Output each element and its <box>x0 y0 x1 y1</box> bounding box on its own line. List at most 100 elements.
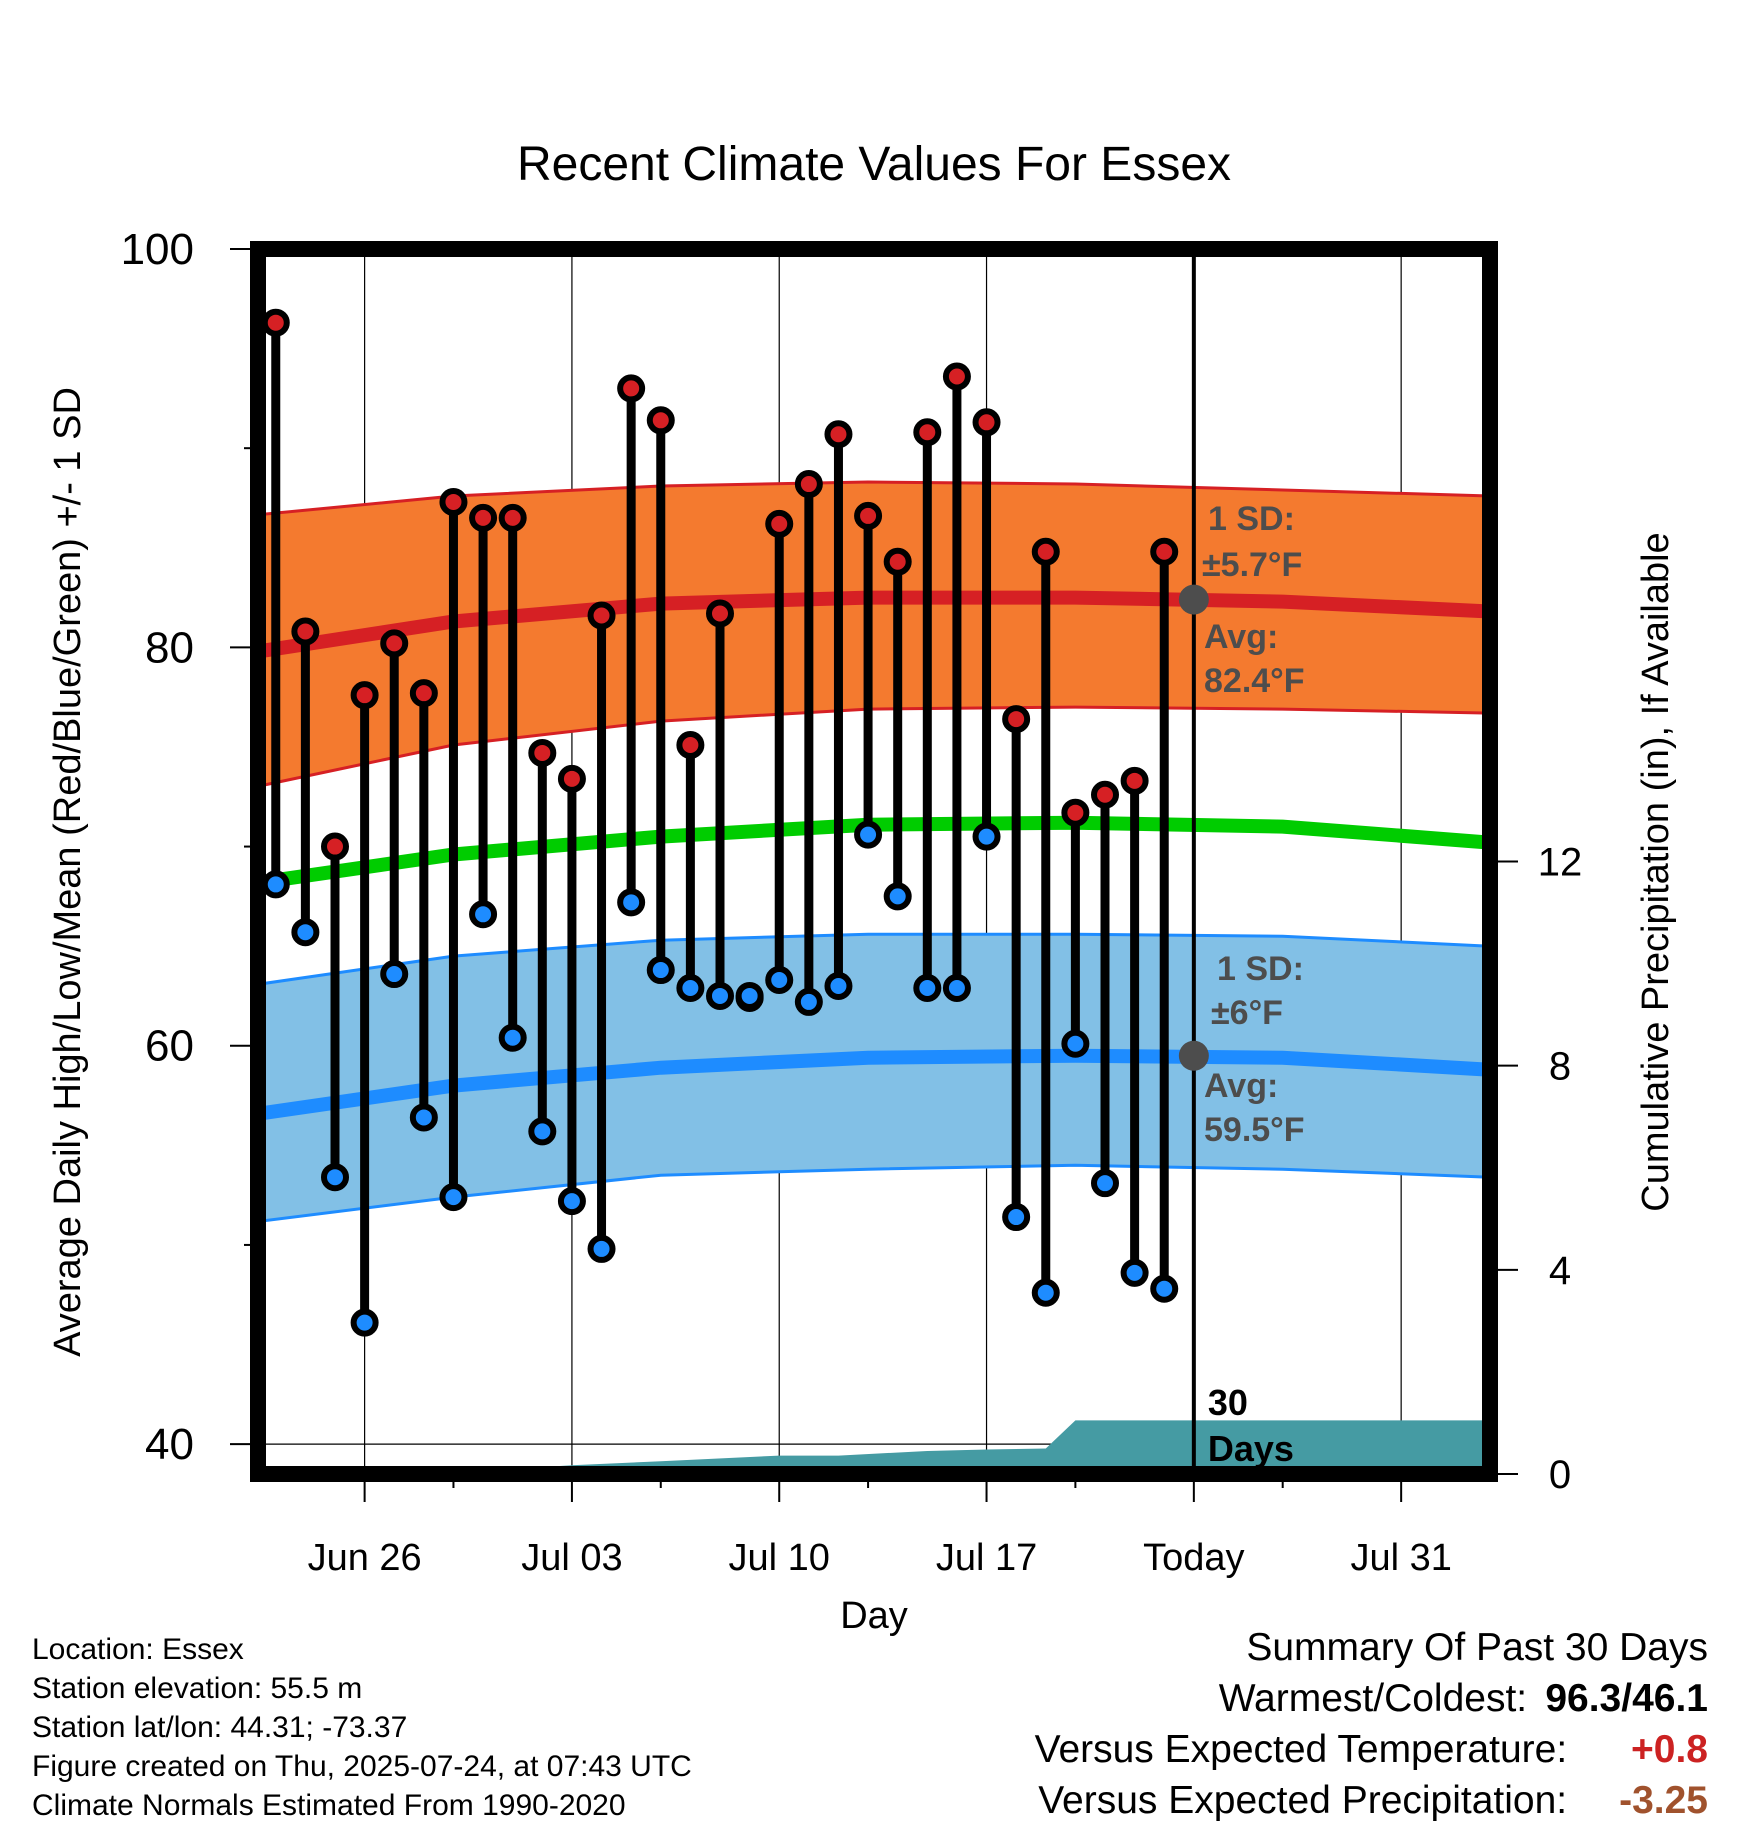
daily-low-marker <box>1061 1029 1090 1058</box>
daily-high-marker <box>913 418 942 447</box>
daily-high-marker <box>794 470 823 499</box>
daily-high-marker <box>350 681 379 710</box>
low-sd-value: ±6°F <box>1211 994 1283 1032</box>
station-latlon: Station lat/lon: 44.31; -73.37 <box>32 1711 408 1744</box>
window-days-label: Days <box>1208 1428 1294 1469</box>
x-tick-label: Jul 10 <box>729 1537 830 1579</box>
low-average-today-marker <box>1178 1040 1209 1071</box>
summary-warmest-coldest: Warmest/Coldest: 96.3/46.1 <box>1035 1673 1708 1724</box>
daily-high-marker <box>1002 705 1031 734</box>
daily-low-marker <box>706 981 734 1010</box>
daily-high-marker <box>854 501 883 530</box>
daily-low-marker <box>942 973 971 1002</box>
daily-low-marker <box>469 900 498 929</box>
daily-high-marker <box>942 362 971 391</box>
y-axis-label-right: Cumulative Precipitation (in), If Availa… <box>1635 532 1677 1211</box>
expected-precipitation-value: -3.25 <box>1619 1779 1708 1822</box>
daily-high-marker <box>439 487 468 516</box>
daily-low-marker <box>409 1103 438 1132</box>
y-axis-label-left: Average Daily High/Low/Mean (Red/Blue/Gr… <box>47 387 89 1357</box>
daily-low-marker <box>1091 1169 1119 1198</box>
daily-high-marker <box>1031 537 1060 566</box>
low-sd-label: 1 SD: <box>1217 950 1304 988</box>
daily-high-marker <box>380 629 409 658</box>
daily-low-marker <box>794 987 823 1016</box>
daily-high-marker <box>1120 766 1149 795</box>
daily-low-marker <box>261 870 290 899</box>
y-tick-label: 80 <box>145 623 194 672</box>
daily-high-marker <box>498 503 527 532</box>
axes: 40 60 80 100 0 4 8 12 Jun 26 Jul 03 Jul 10 Jul 17 To… <box>121 225 1583 1579</box>
daily-low-marker <box>646 956 675 985</box>
daily-high-marker <box>765 509 794 538</box>
daily-low-marker <box>824 971 853 1000</box>
summary-title: Summary Of Past 30 Days <box>1246 1626 1708 1669</box>
daily-high-marker <box>972 408 1001 437</box>
chart-title: Recent Climate Values For Essex <box>517 138 1231 191</box>
daily-low-marker <box>380 960 409 989</box>
daily-high-marker <box>469 503 498 532</box>
y-right-tick-label: 4 <box>1549 1249 1571 1293</box>
daily-low-marker <box>883 882 912 911</box>
plot-area: 1 SD: ±5.7°F Avg: 82.4°F 1 SD: ±6°F Avg: 59.5°F… <box>258 249 1490 1474</box>
daily-high-marker <box>291 617 320 646</box>
daily-low-marker <box>291 918 320 947</box>
window-days-number: 30 <box>1208 1382 1248 1423</box>
low-avg-label: Avg: <box>1204 1067 1278 1105</box>
daily-low-marker <box>972 822 1001 851</box>
daily-low-marker <box>913 973 942 1002</box>
high-average-today-marker <box>1178 584 1209 615</box>
daily-high-marker <box>883 547 912 576</box>
expected-precipitation-label: Versus Expected Precipitation: <box>1038 1779 1568 1822</box>
low-sd-band <box>258 934 1490 1222</box>
daily-high-marker <box>706 599 734 628</box>
daily-high-marker <box>824 420 853 449</box>
daily-high-marker <box>646 406 675 435</box>
high-sd-band <box>258 482 1490 787</box>
low-avg-value: 59.5°F <box>1204 1111 1305 1149</box>
expected-temperature-value: +0.8 <box>1631 1728 1708 1771</box>
daily-low-marker <box>854 820 883 849</box>
daily-low-marker <box>765 966 794 995</box>
y-right-tick-label: 0 <box>1549 1453 1571 1497</box>
plot-frame <box>250 241 1498 1482</box>
daily-low-marker <box>676 973 705 1002</box>
high-sd-label: 1 SD: <box>1208 500 1295 538</box>
daily-low-marker <box>1031 1278 1060 1307</box>
daily-high-marker <box>261 308 290 337</box>
y-right-tick-label: 8 <box>1549 1045 1571 1089</box>
x-axis-label: Day <box>840 1595 908 1637</box>
summary-temperature: Versus Expected Temperature: +0.8 <box>1035 1724 1708 1775</box>
high-sd-value: ±5.7°F <box>1202 546 1302 584</box>
daily-low-marker <box>321 1163 349 1192</box>
station-elevation: Station elevation: 55.5 m <box>32 1672 363 1705</box>
y-tick-label: 40 <box>145 1420 194 1469</box>
daily-low-marker <box>498 1023 527 1052</box>
daily-high-marker <box>1091 780 1119 809</box>
daily-high-marker <box>587 601 616 630</box>
daily-low-marker <box>587 1234 616 1263</box>
figure-created: Figure created on Thu, 2025-07-24, at 07… <box>32 1750 692 1783</box>
daily-low-marker <box>735 981 764 1010</box>
daily-high-marker <box>528 738 557 767</box>
daily-low-marker <box>528 1117 557 1146</box>
daily-low-marker <box>350 1308 379 1337</box>
summary-precipitation: Versus Expected Precipitation: -3.25 <box>1035 1775 1708 1826</box>
climate-normals-period: Climate Normals Estimated From 1990-2020 <box>32 1789 626 1822</box>
y-tick-label: 100 <box>121 225 194 274</box>
daily-low-marker <box>1002 1203 1031 1232</box>
daily-low-marker <box>439 1183 468 1212</box>
daily-high-marker <box>676 730 705 759</box>
station-location: Location: Essex <box>32 1633 244 1666</box>
daily-low-marker <box>557 1187 586 1216</box>
warmest-coldest-label: Warmest/Coldest: <box>1218 1677 1528 1720</box>
station-info: Location: Essex Station elevation: 55.5 … <box>32 1630 692 1825</box>
x-tick-label: Jun 26 <box>308 1537 422 1579</box>
x-tick-label: Jul 17 <box>936 1537 1037 1579</box>
y-right-tick-label: 12 <box>1538 841 1583 885</box>
high-avg-value: 82.4°F <box>1204 662 1305 700</box>
daily-high-marker <box>409 679 438 708</box>
warmest-coldest-value: 96.3/46.1 <box>1545 1677 1708 1720</box>
expected-temperature-label: Versus Expected Temperature: <box>1034 1728 1568 1771</box>
